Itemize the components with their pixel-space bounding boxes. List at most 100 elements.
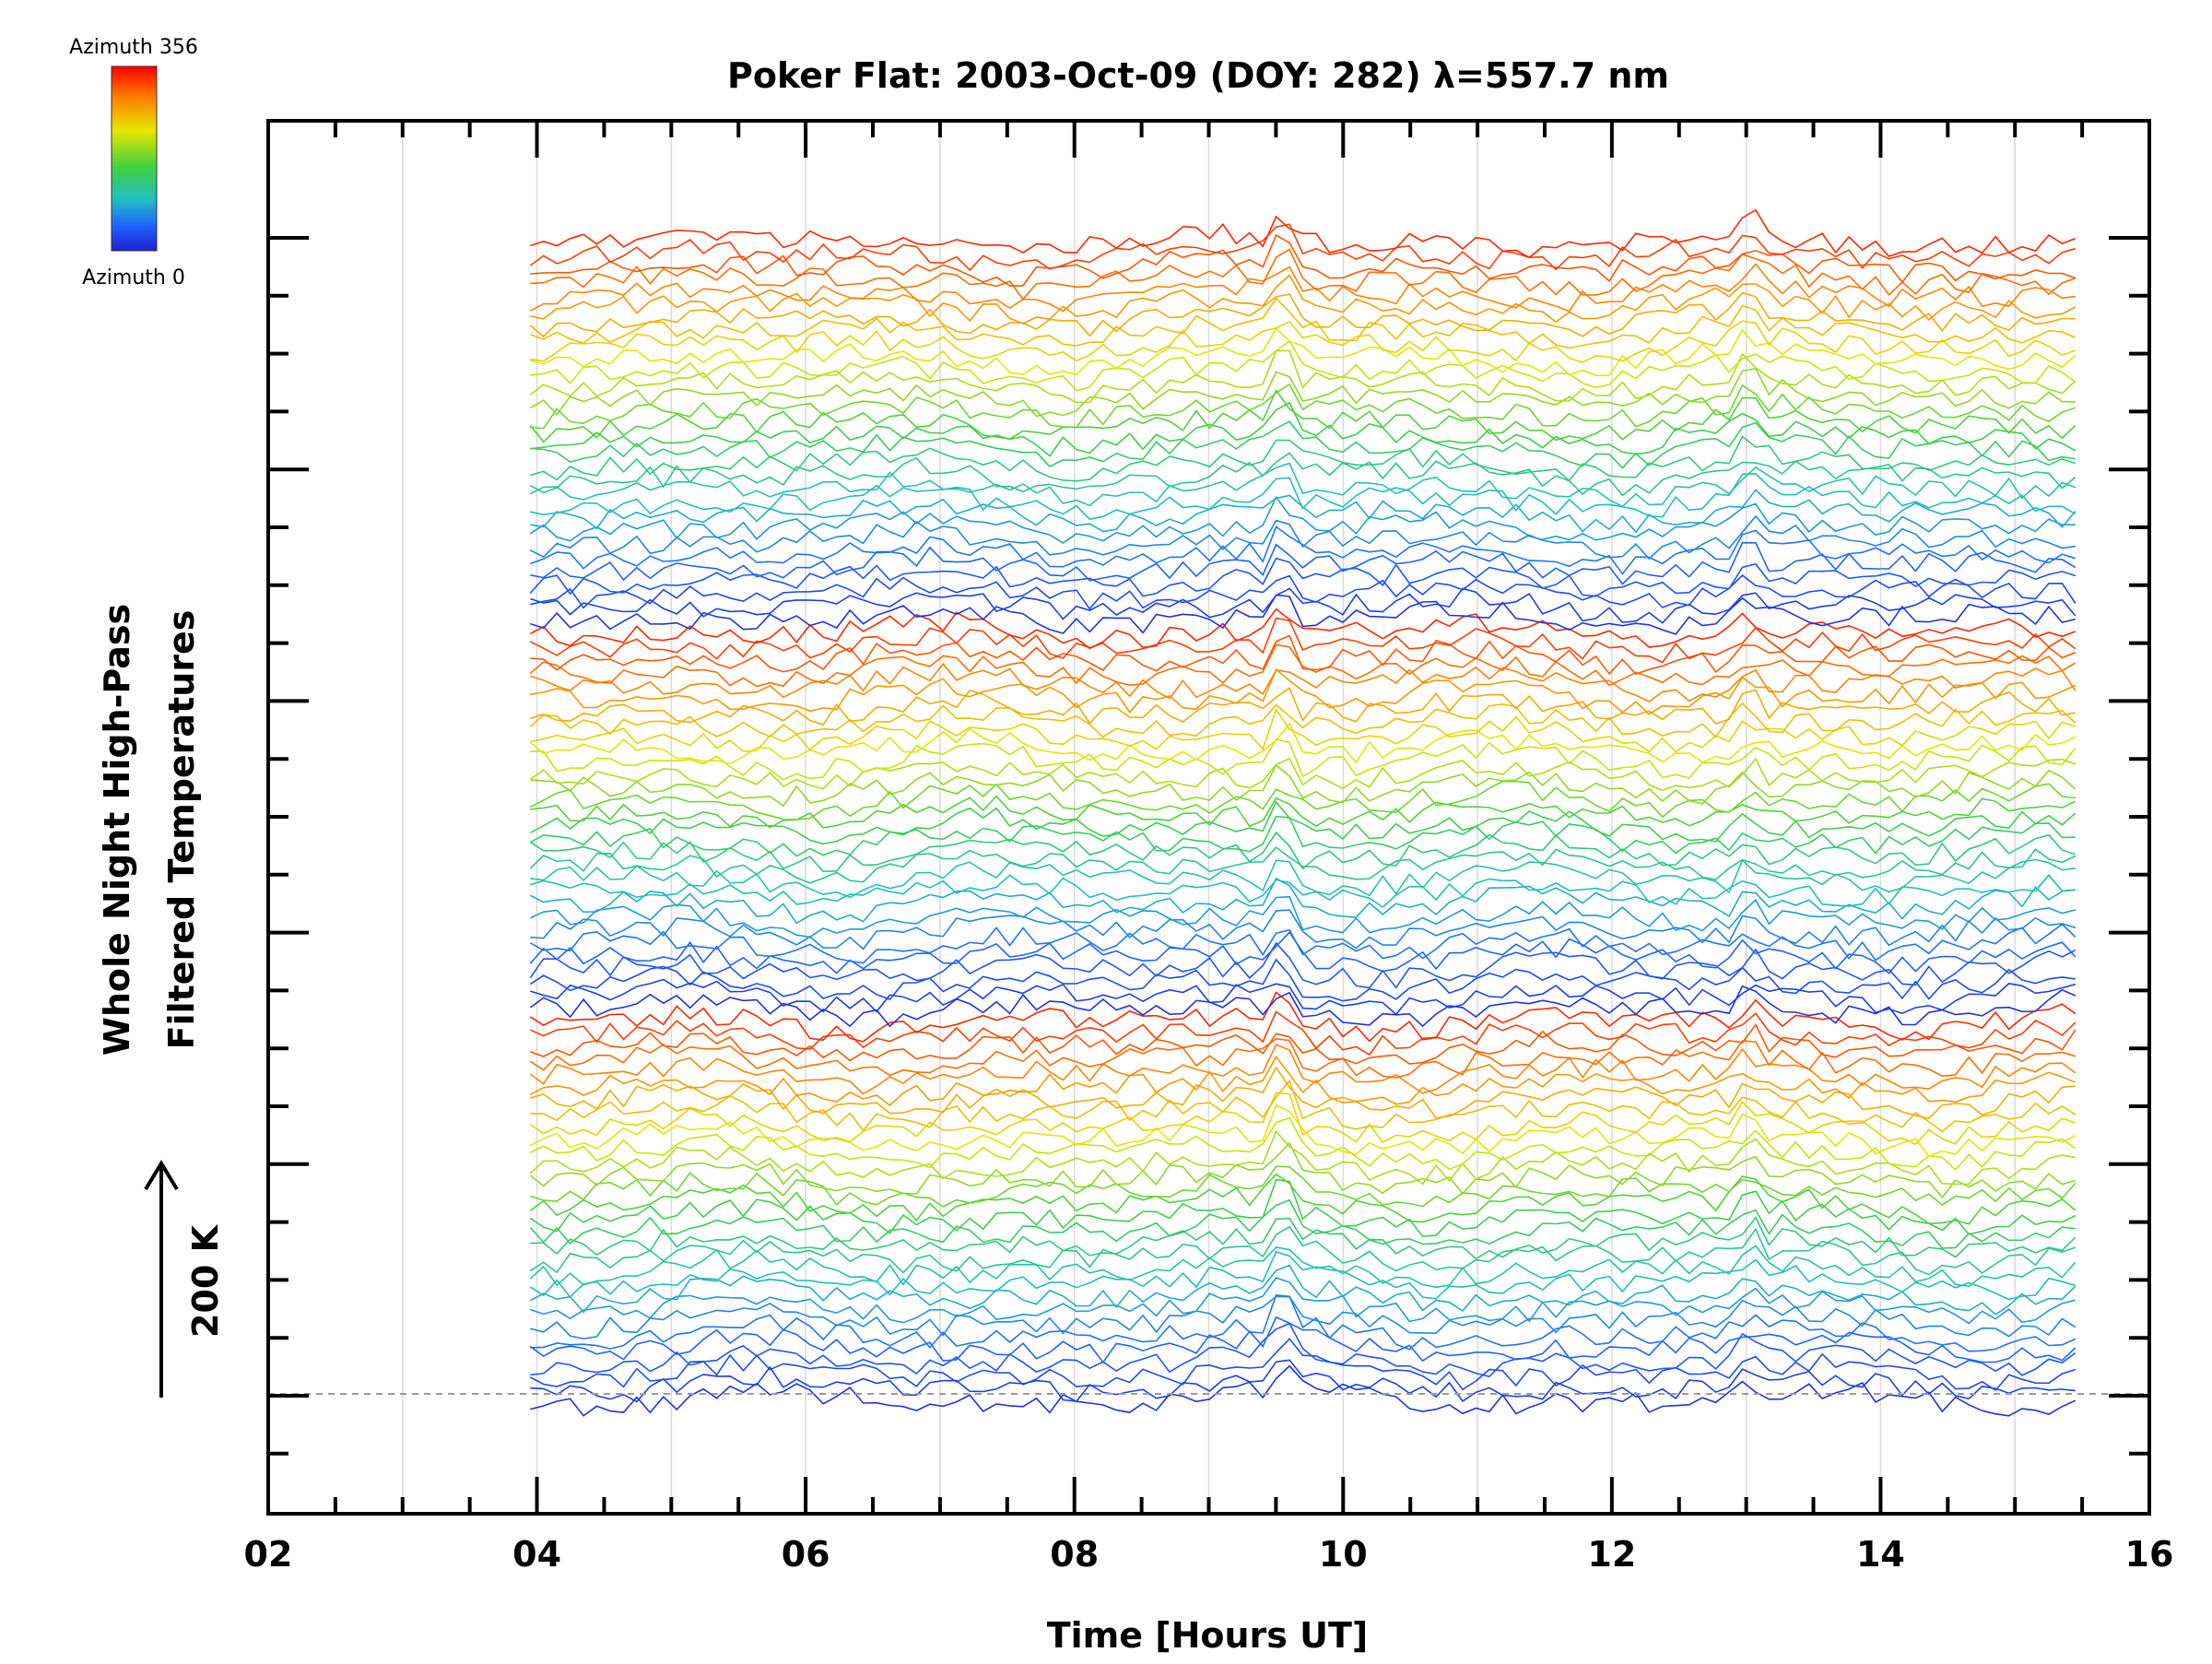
- series-line: [529, 1141, 2077, 1199]
- series-line: [529, 1178, 2077, 1237]
- series-line: [530, 435, 2077, 482]
- series-line: [529, 1198, 2076, 1249]
- series-line: [530, 594, 2076, 635]
- colorbar-bottom-label: Azimuth 0: [82, 266, 185, 289]
- series-line: [530, 248, 2077, 301]
- x-tick-label: 14: [1856, 1534, 1905, 1575]
- series-line: [530, 738, 2077, 781]
- series-line: [529, 514, 2076, 561]
- series-line: [529, 722, 2077, 765]
- scale-bar: 200 K: [144, 1160, 226, 1398]
- axis-ticks: [266, 121, 2151, 1514]
- series-line: [529, 1316, 2077, 1364]
- series-line: [529, 895, 2076, 938]
- series-line: [530, 1294, 2077, 1352]
- series-line: [530, 274, 2077, 325]
- chart-title: Poker Flat: 2003-Oct-09 (DOY: 282) λ=557…: [727, 55, 1669, 96]
- series-line: [529, 1103, 2077, 1158]
- series-line: [529, 702, 2077, 738]
- series-line: [530, 297, 2077, 349]
- series-line: [530, 208, 2077, 259]
- colorbar: Azimuth 356 Azimuth 0: [69, 36, 198, 289]
- series-line: [530, 858, 2076, 899]
- colorbar-top-label: Azimuth 356: [69, 36, 198, 59]
- series-line: [529, 349, 2077, 404]
- x-tick-label: 08: [1050, 1534, 1099, 1575]
- series-line: [529, 1250, 2077, 1301]
- series-line: [529, 1264, 2077, 1316]
- series-line: [529, 1129, 2076, 1186]
- series-line: [529, 1056, 2077, 1107]
- series-line: [529, 368, 2076, 418]
- series-line: [529, 1010, 2077, 1056]
- series-line: [530, 489, 2077, 534]
- x-tick-labels: 02 04 06 08 10 12 14 16: [244, 1534, 2174, 1575]
- series-line: [530, 383, 2077, 430]
- x-tick-label: 06: [782, 1534, 830, 1575]
- series-line: [529, 800, 2077, 845]
- series-line: [530, 795, 2077, 829]
- series-line: [529, 1225, 2077, 1276]
- series-line: [529, 1116, 2077, 1171]
- series-line: [529, 1173, 2077, 1225]
- series-line: [530, 472, 2077, 521]
- series-line: [529, 1092, 2077, 1146]
- series-line: [529, 931, 2077, 974]
- series-line: [530, 1359, 2076, 1403]
- series-line: [529, 462, 2077, 508]
- series-line: [529, 941, 2077, 989]
- series-line: [530, 1322, 2077, 1378]
- series-line: [529, 643, 2077, 688]
- series-line: [529, 452, 2077, 497]
- series-line: [530, 1023, 2077, 1065]
- series-line: [530, 763, 2077, 808]
- series-line: [529, 223, 2077, 272]
- series-line: [529, 389, 2077, 443]
- series-line: [529, 291, 2076, 338]
- series-line: [530, 541, 2077, 585]
- series-line: [529, 617, 2077, 664]
- series-line: [529, 757, 2077, 792]
- series-line: [530, 978, 2077, 1016]
- series-line: [529, 923, 2077, 964]
- series-line: [530, 1066, 2076, 1120]
- series-line: [530, 1216, 2077, 1260]
- series-line: [530, 1295, 2077, 1340]
- series-line: [530, 707, 2077, 753]
- x-tick-label: 10: [1319, 1534, 1368, 1575]
- grid: [402, 121, 2016, 1514]
- series-line: [530, 320, 2077, 363]
- y-axis-label-line2: Filtered Temperatures: [161, 610, 202, 1050]
- series-line: [530, 634, 2077, 676]
- series-group: [529, 208, 2077, 1417]
- series-line: [529, 991, 2077, 1043]
- series-line: [529, 1338, 2077, 1392]
- series-line: [529, 815, 2076, 857]
- series-line: [530, 874, 2076, 909]
- series-line: [530, 420, 2076, 469]
- series-line: [530, 587, 2077, 624]
- series-line: [530, 234, 2077, 287]
- colorbar-gradient: [111, 65, 158, 252]
- series-line: [529, 557, 2077, 597]
- series-line: [530, 1277, 2076, 1325]
- x-tick-label: 16: [2125, 1534, 2174, 1575]
- series-line: [530, 909, 2077, 950]
- series-line: [530, 687, 2076, 726]
- series-line: [530, 574, 2077, 610]
- x-axis-label: Time [Hours UT]: [1047, 1615, 1369, 1656]
- series-line: [530, 401, 2077, 457]
- series-line: [529, 495, 2076, 544]
- series-line: [530, 525, 2077, 575]
- series-line: [530, 662, 2077, 703]
- series-line: [529, 263, 2076, 313]
- x-tick-label: 12: [1587, 1534, 1636, 1575]
- series-line: [529, 846, 2077, 884]
- series-line: [529, 1245, 2077, 1289]
- series-line: [529, 1037, 2077, 1079]
- series-line: [529, 780, 2076, 820]
- series-line: [529, 877, 2076, 925]
- series-line: [529, 608, 2077, 650]
